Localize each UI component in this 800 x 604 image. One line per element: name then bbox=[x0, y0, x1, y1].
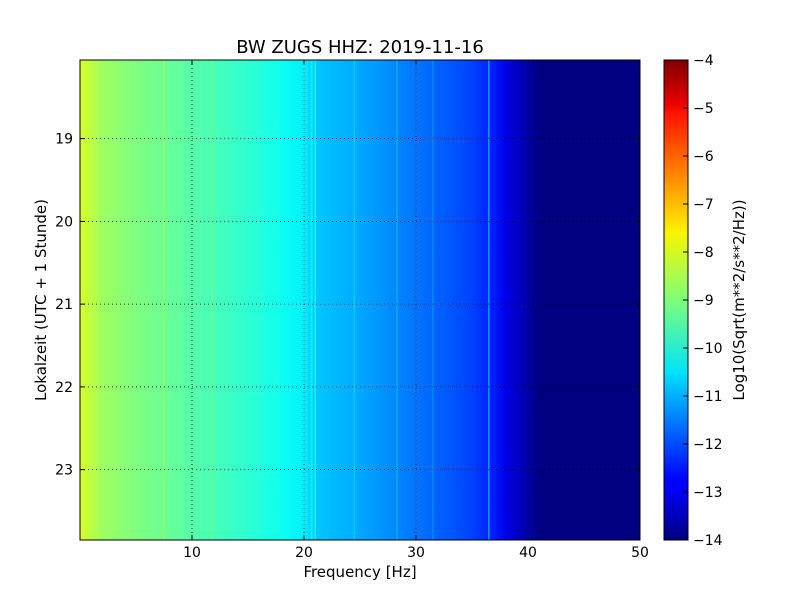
y-tick-label: 22 bbox=[55, 380, 73, 396]
colorbar-tick-label: −12 bbox=[693, 437, 723, 453]
colorbar-tick-label: −6 bbox=[693, 149, 714, 165]
grid bbox=[80, 60, 640, 540]
colorbar-tick-label: −9 bbox=[693, 293, 714, 309]
colorbar-tick-label: −5 bbox=[693, 101, 714, 117]
y-tick-label: 19 bbox=[55, 132, 73, 148]
plot-area bbox=[80, 60, 640, 540]
spectral-lines bbox=[163, 60, 490, 540]
y-tick-label: 20 bbox=[55, 214, 73, 230]
colorbar-tick-label: −8 bbox=[693, 245, 714, 261]
x-tick-label: 20 bbox=[295, 545, 313, 561]
plot-frame bbox=[79, 59, 641, 541]
colorbar-tick-label: −13 bbox=[693, 485, 723, 501]
chart-title: BW ZUGS HHZ: 2019-11-16 bbox=[236, 37, 484, 58]
colorbar: −4 −5 −6 −7 −8 −9 −10 −11 −12 −13 −14 Log10(Sqrt(m… bbox=[663, 53, 748, 549]
colorbar-tick-label: −7 bbox=[693, 197, 714, 213]
x-tick-label: 10 bbox=[183, 545, 201, 561]
colorbar-label: Log10(Sqrt(m**2/s**2/Hz)) bbox=[730, 199, 748, 400]
x-tick-label: 40 bbox=[519, 545, 537, 561]
y-tick-label: 21 bbox=[55, 297, 73, 313]
heatmap-field bbox=[80, 60, 640, 540]
colorbar-tick-label: −11 bbox=[693, 389, 723, 405]
x-tick-label: 30 bbox=[407, 545, 425, 561]
colorbar-ticks: −4 −5 −6 −7 −8 −9 −10 −11 −12 −13 −14 bbox=[683, 53, 723, 549]
colorbar-tick-label: −14 bbox=[693, 533, 723, 549]
y-axis-ticks: 19 20 21 22 23 bbox=[55, 132, 640, 479]
x-axis-label: Frequency [Hz] bbox=[303, 563, 416, 581]
x-tick-label: 50 bbox=[631, 545, 649, 561]
y-tick-label: 23 bbox=[55, 463, 73, 479]
x-axis-ticks: 10 20 30 40 50 bbox=[183, 60, 649, 561]
colorbar-tick-label: −10 bbox=[693, 341, 723, 357]
y-axis-label: Lokalzeit (UTC + 1 Stunde) bbox=[32, 199, 50, 401]
colorbar-tick-label: −4 bbox=[693, 53, 714, 69]
